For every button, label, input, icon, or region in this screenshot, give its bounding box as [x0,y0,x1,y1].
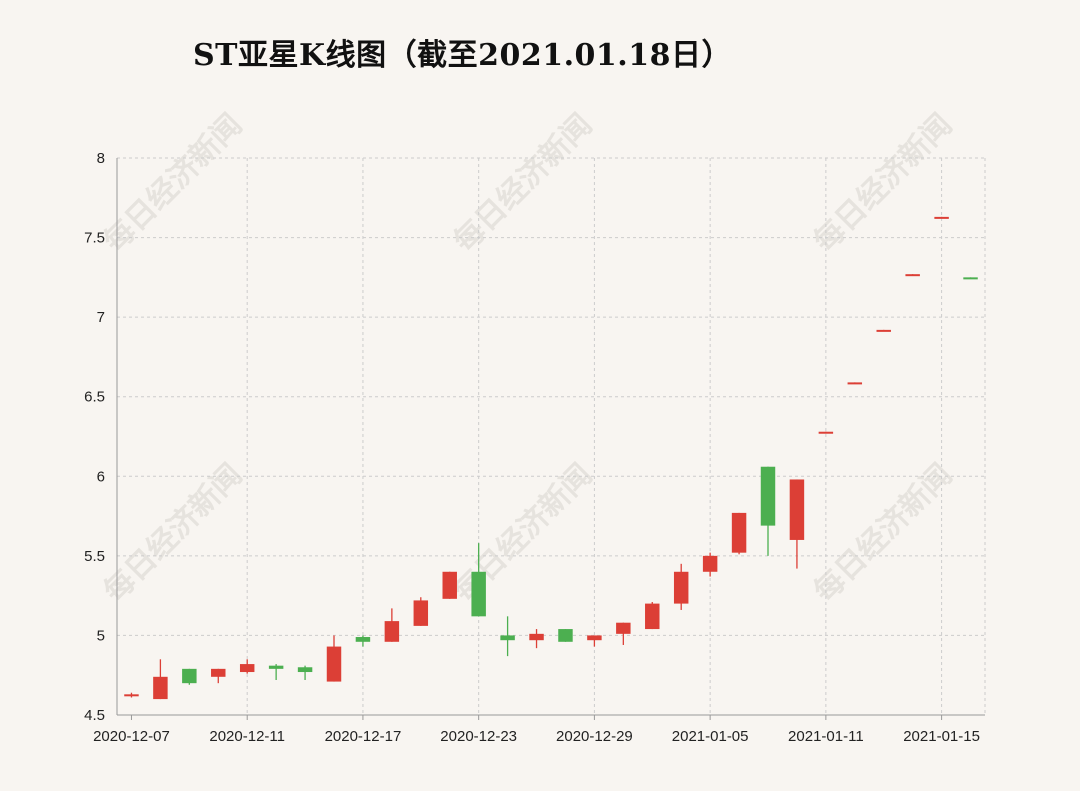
candle-body [760,466,776,526]
watermark-text: 每日经济新闻 [97,107,249,259]
candle-body [355,637,371,642]
x-tick-label: 2020-12-23 [440,728,517,745]
candle-body [587,635,602,641]
y-tick-label: 5 [97,627,105,644]
candle-body [211,668,226,677]
chart-title: ST亚星K线图（截至2021.01.18日） [193,38,732,73]
y-tick-label: 5.5 [84,548,105,565]
watermark-text: 每日经济新闻 [807,457,959,609]
candle-body [558,629,573,642]
candle-body [384,621,400,642]
candle-body [731,512,747,553]
x-tick-label: 2021-01-11 [788,728,864,745]
candle-body [673,571,689,604]
candle-body [963,277,978,280]
y-tick-label: 8 [97,150,105,167]
candle-body [529,633,544,641]
candle-body [239,664,255,673]
candle-body [702,555,718,572]
watermark-text: 每日经济新闻 [447,107,599,259]
candle-body [789,479,805,540]
candle-body [182,668,197,684]
y-tick-label: 6.5 [84,389,105,406]
candle-body [876,329,891,332]
candle-body [934,216,949,219]
x-tick-label: 2020-12-11 [209,728,285,745]
y-tick-label: 4.5 [84,707,105,724]
candle-body [847,382,863,385]
candle-body [153,676,168,700]
candle-body [268,665,284,669]
y-tick-label: 7 [97,309,105,326]
watermark-text: 每日经济新闻 [807,107,959,259]
candle-body [500,635,515,641]
candle-body [326,646,342,682]
watermark-text: 每日经济新闻 [447,457,599,609]
y-tick-label: 6 [97,468,105,485]
x-tick-label: 2021-01-15 [903,728,980,745]
candle-body [471,571,486,617]
candle-body [818,431,834,434]
watermark-text: 每日经济新闻 [97,457,249,609]
candle-body [645,603,660,630]
x-tick-label: 2020-12-07 [93,728,170,745]
x-tick-label: 2021-01-05 [672,728,749,745]
candle-body [413,600,429,626]
y-tick-label: 7.5 [84,230,105,247]
candle-body [905,274,920,277]
x-tick-label: 2020-12-29 [556,728,633,745]
candle-body [616,622,631,634]
x-tick-label: 2020-12-17 [325,728,402,745]
candle-body [442,571,457,599]
candle-body [124,694,139,697]
candle-body [297,667,313,673]
